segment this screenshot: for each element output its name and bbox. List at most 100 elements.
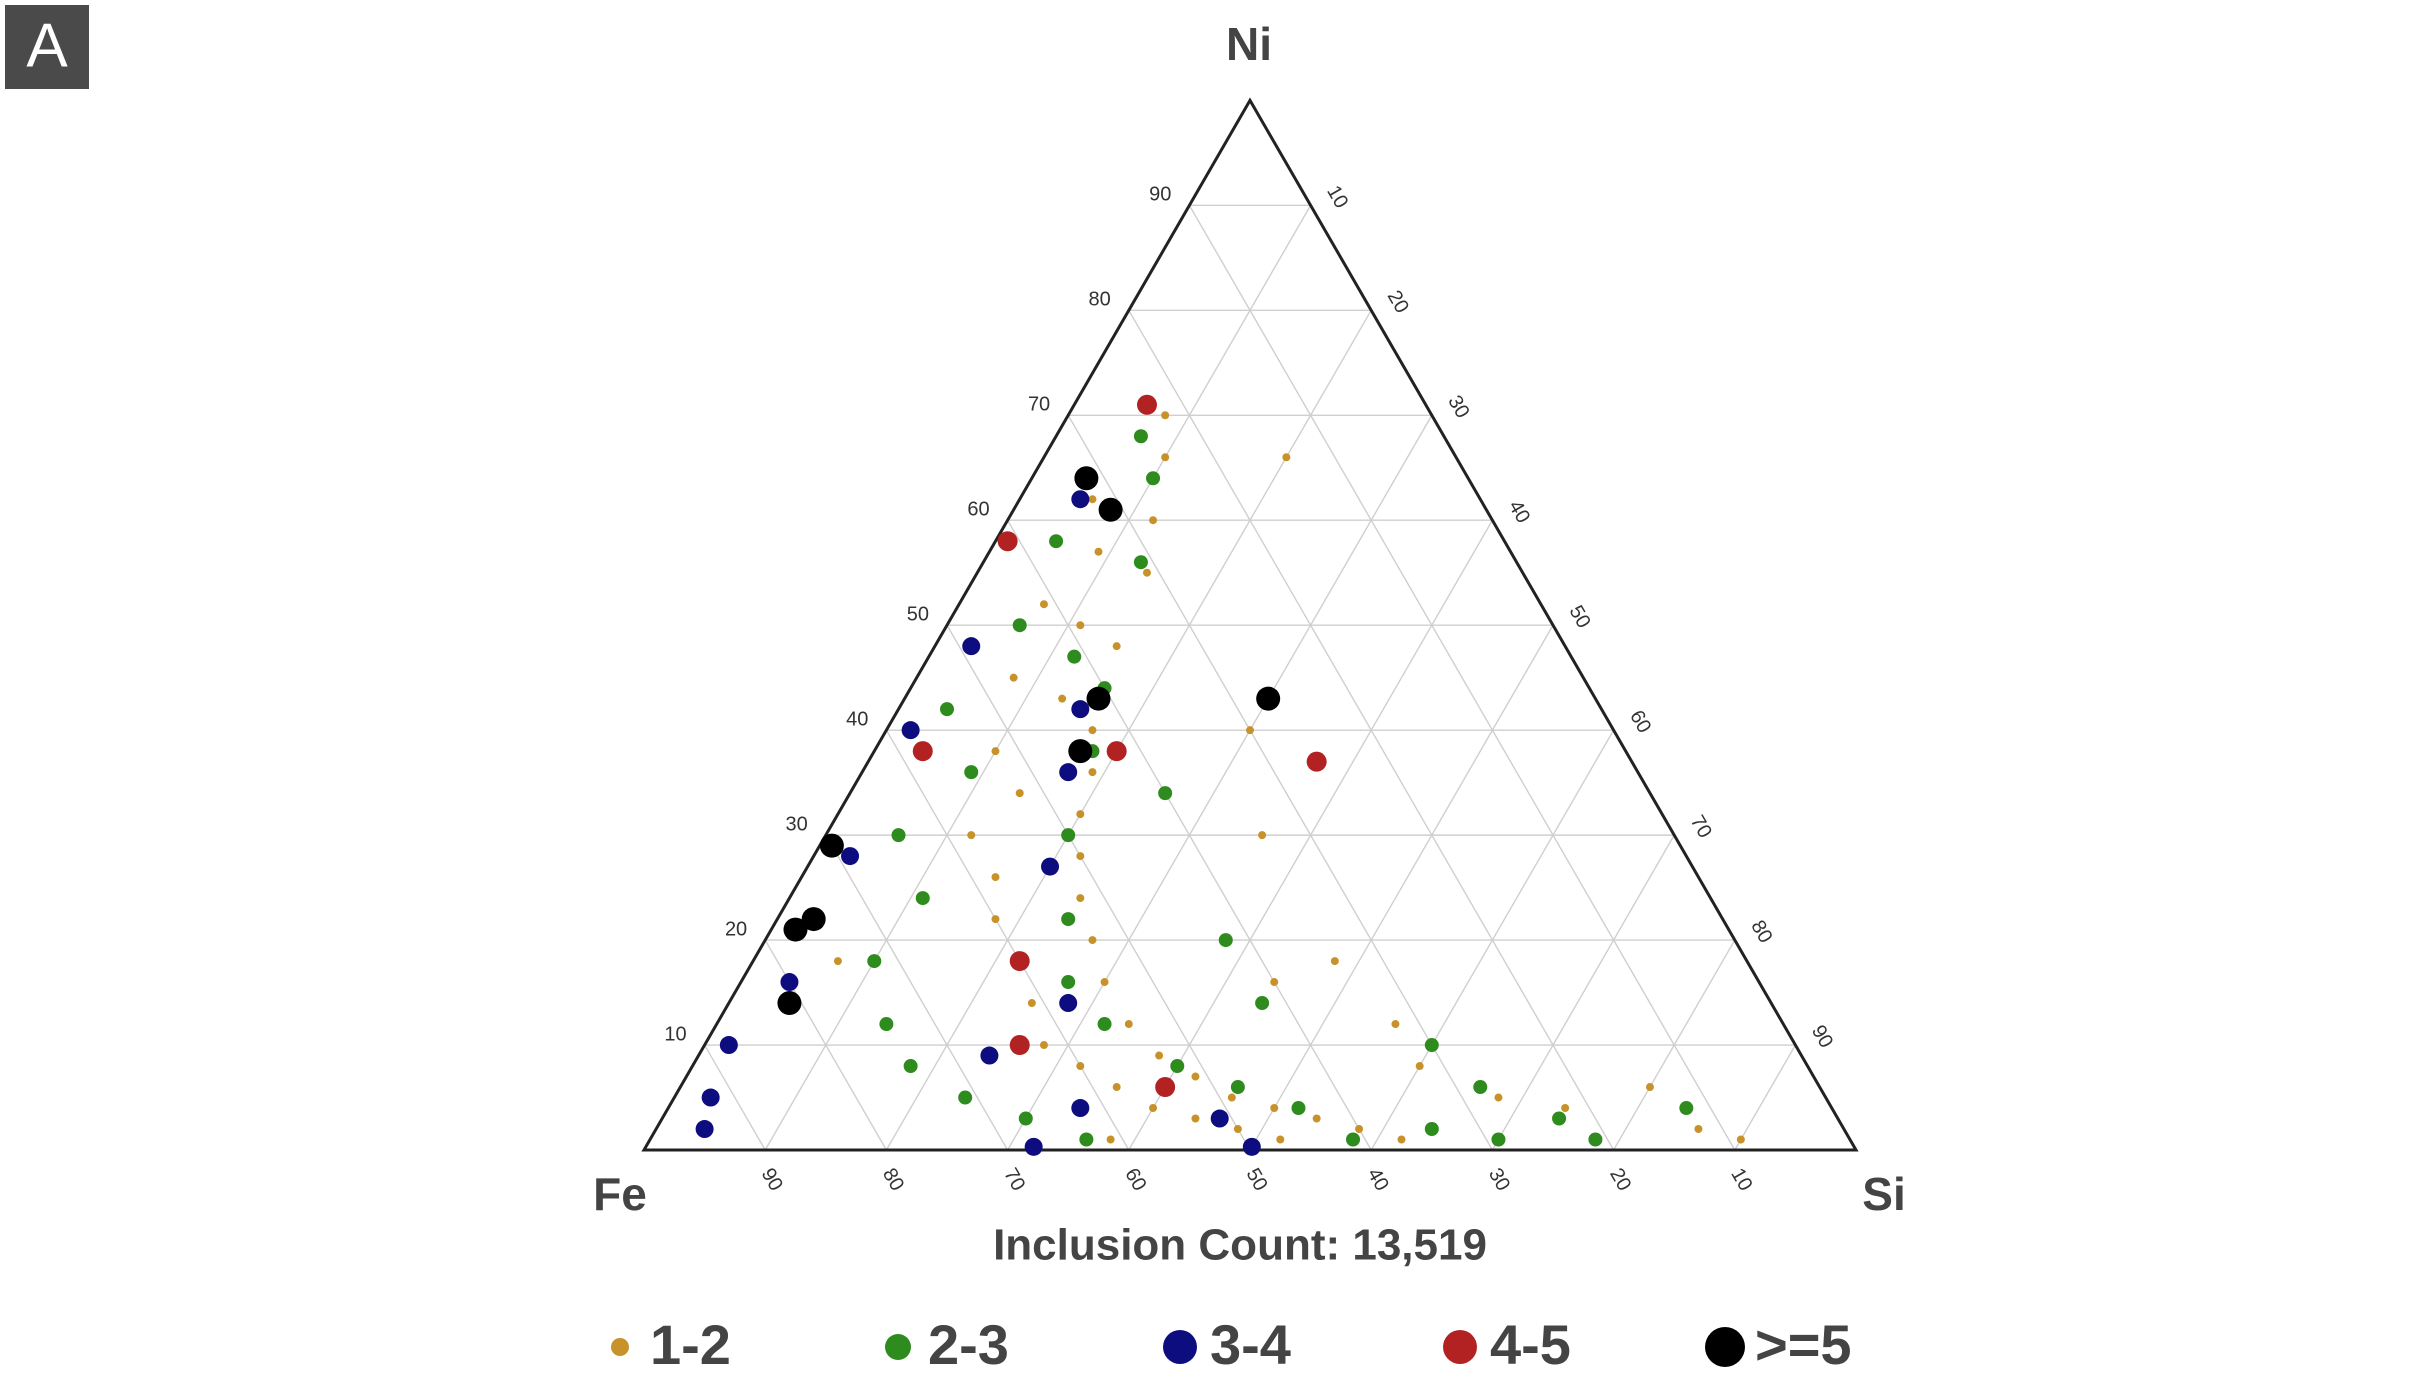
data-point bbox=[1161, 411, 1170, 420]
data-point bbox=[1494, 1093, 1503, 1102]
data-point bbox=[1158, 786, 1173, 801]
data-point bbox=[1191, 1114, 1200, 1123]
data-point bbox=[1258, 831, 1267, 840]
data-point bbox=[1024, 1137, 1043, 1156]
legend-label: 2-3 bbox=[928, 1313, 1009, 1376]
legend-marker bbox=[611, 1338, 629, 1356]
data-point bbox=[1018, 1111, 1033, 1126]
grid-line bbox=[946, 624, 1251, 1151]
grid-line bbox=[1128, 309, 1615, 1151]
data-point bbox=[1291, 1101, 1306, 1116]
data-point bbox=[1112, 1083, 1121, 1092]
data-point bbox=[1068, 739, 1093, 764]
data-point bbox=[1039, 600, 1048, 609]
data-point bbox=[1255, 996, 1270, 1011]
data-point bbox=[991, 747, 1000, 756]
data-point bbox=[1076, 1062, 1085, 1071]
data-point bbox=[1588, 1132, 1603, 1147]
grid-line bbox=[1067, 414, 1494, 1151]
data-point bbox=[1218, 933, 1233, 948]
data-point bbox=[1071, 490, 1090, 509]
data-point bbox=[1015, 789, 1024, 798]
fe-tick-label: 50 bbox=[1242, 1165, 1272, 1195]
data-point bbox=[1076, 894, 1085, 903]
data-point bbox=[1076, 852, 1085, 861]
legend-label: >=5 bbox=[1755, 1313, 1852, 1376]
data-point bbox=[1136, 394, 1157, 415]
data-point bbox=[903, 1059, 918, 1074]
data-point bbox=[1242, 1137, 1261, 1156]
data-point bbox=[1009, 951, 1030, 972]
legend-marker bbox=[1443, 1330, 1477, 1364]
data-point bbox=[1059, 994, 1078, 1013]
data-point bbox=[1133, 429, 1148, 444]
data-point bbox=[1355, 1125, 1364, 1134]
data-point bbox=[1059, 763, 1078, 782]
data-point bbox=[783, 917, 808, 942]
ni-tick-label: 30 bbox=[786, 813, 808, 835]
data-point bbox=[819, 833, 844, 858]
right-axis-label: Si bbox=[1862, 1168, 1905, 1220]
data-point bbox=[1155, 1077, 1176, 1098]
grid-line bbox=[885, 729, 1130, 1151]
data-point bbox=[962, 637, 981, 656]
ni-tick-label: 50 bbox=[907, 603, 929, 625]
ni-tick-label: 80 bbox=[1089, 289, 1111, 311]
data-point bbox=[1146, 471, 1161, 486]
panel-label: A bbox=[26, 11, 68, 80]
data-point bbox=[1679, 1101, 1694, 1116]
si-tick-label: 90 bbox=[1807, 1022, 1837, 1052]
fe-tick-label: 40 bbox=[1363, 1165, 1393, 1195]
si-tick-label: 80 bbox=[1746, 917, 1776, 947]
legend-marker bbox=[1163, 1330, 1197, 1364]
data-point bbox=[833, 957, 842, 966]
legend-label: 3-4 bbox=[1210, 1313, 1291, 1376]
data-point bbox=[1133, 555, 1148, 570]
data-point bbox=[777, 991, 802, 1016]
data-point bbox=[879, 1017, 894, 1032]
si-tick-label: 50 bbox=[1565, 602, 1595, 632]
data-point bbox=[1170, 1059, 1185, 1074]
data-point bbox=[1061, 828, 1076, 843]
data-point bbox=[1736, 1135, 1745, 1144]
data-point bbox=[801, 907, 826, 932]
data-point bbox=[1058, 694, 1067, 703]
data-point bbox=[958, 1090, 973, 1105]
data-point bbox=[1424, 1038, 1439, 1053]
si-tick-label: 20 bbox=[1383, 287, 1413, 317]
data-point bbox=[1256, 686, 1281, 711]
data-point bbox=[701, 1088, 720, 1107]
fe-tick-label: 30 bbox=[1484, 1165, 1514, 1195]
data-point bbox=[1270, 978, 1279, 987]
data-point bbox=[1397, 1135, 1406, 1144]
data-point bbox=[780, 973, 799, 992]
si-tick-label: 70 bbox=[1686, 812, 1716, 842]
data-point bbox=[1074, 466, 1099, 491]
data-point bbox=[1112, 642, 1121, 651]
data-point bbox=[1694, 1125, 1703, 1134]
ni-tick-label: 70 bbox=[1028, 394, 1050, 416]
si-tick-label: 60 bbox=[1625, 707, 1655, 737]
data-point bbox=[1071, 700, 1090, 719]
data-point bbox=[1039, 1041, 1048, 1050]
legend-marker bbox=[885, 1334, 911, 1360]
ni-tick-label: 40 bbox=[846, 708, 868, 730]
annotation: Inclusion Count: 13,519 bbox=[993, 1221, 1487, 1270]
data-point bbox=[1088, 495, 1097, 504]
si-tick-label: 30 bbox=[1443, 392, 1473, 422]
ni-tick-label: 20 bbox=[725, 918, 747, 940]
data-point bbox=[915, 891, 930, 906]
data-point bbox=[1270, 1104, 1279, 1113]
data-point bbox=[1076, 810, 1085, 819]
legend-label: 1-2 bbox=[650, 1313, 731, 1376]
left-axis-label: Fe bbox=[593, 1168, 647, 1220]
data-point bbox=[1276, 1135, 1285, 1144]
data-point bbox=[940, 702, 954, 717]
fe-tick-label: 10 bbox=[1726, 1165, 1756, 1195]
grid-line bbox=[703, 1044, 766, 1151]
data-point bbox=[1142, 568, 1151, 577]
data-point bbox=[1088, 936, 1097, 945]
data-point bbox=[1561, 1104, 1570, 1113]
legend-label: 4-5 bbox=[1490, 1313, 1571, 1376]
